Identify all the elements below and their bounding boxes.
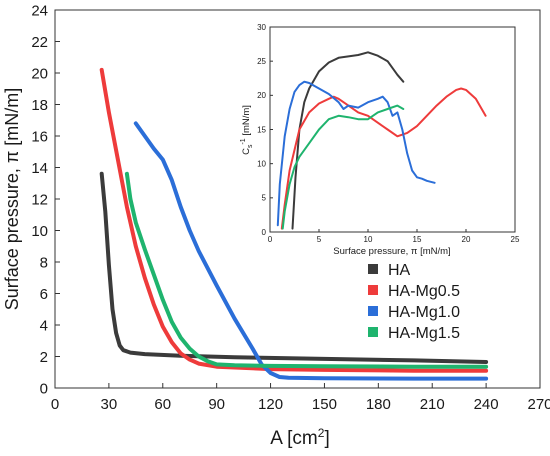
main-y-axis-label: Surface pressure, π [mN/m] (2, 88, 22, 310)
legend-label: HA-Mg1.0 (388, 304, 460, 321)
inset-y-axis-label-superscript: -1 (240, 138, 247, 144)
main-x-tick-label: 60 (154, 396, 171, 413)
main-y-tick-label: 14 (31, 160, 48, 177)
inset-y-axis-label: Cs-1 [mN/m] (240, 105, 254, 155)
inset-x-tick-label: 10 (364, 235, 373, 244)
legend-label: HA-Mg1.5 (388, 325, 460, 342)
main-x-tick-label: 120 (258, 396, 283, 413)
inset-y-tick-label: 30 (257, 23, 266, 32)
inset-series-line-1 (280, 87, 487, 230)
main-y-tick-label: 18 (31, 97, 48, 114)
main-y-tick-label: 22 (31, 34, 48, 51)
main-y-tick-label: 20 (31, 65, 48, 82)
inset-y-axis-label-text: C (241, 148, 252, 155)
inset-y-axis-label-end: [mN/m] (241, 105, 252, 138)
main-series-line-3 (124, 171, 489, 369)
legend-swatch (368, 264, 378, 274)
main-x-tick-label: 210 (420, 396, 445, 413)
legend-swatch (368, 327, 378, 337)
main-y-tick-label: 16 (31, 128, 48, 145)
inset-x-axis-label: Surface pressure, π [mN/m] (333, 246, 450, 257)
main-y-tick-label: 24 (31, 2, 48, 19)
inset-series-layer (276, 51, 487, 230)
legend-swatch (368, 306, 378, 316)
main-y-tick-label: 0 (40, 380, 48, 397)
inset-x-tick-label: 0 (268, 235, 273, 244)
main-y-tick-label: 4 (40, 317, 48, 334)
main-x-tick-label: 30 (101, 396, 118, 413)
inset-axis-ticks: 0 5 10 15 20 25 0 5 10 15 20 25 30 (257, 23, 520, 244)
inset-y-tick-label: 0 (262, 228, 267, 237)
main-y-tick-label: 6 (40, 286, 48, 303)
main-x-tick-label: 150 (312, 396, 337, 413)
inset-y-tick-label: 25 (257, 57, 266, 66)
inset-x-tick-label: 15 (413, 235, 422, 244)
main-y-tick-label: 10 (31, 223, 48, 240)
inset-y-axis-label-subscript: s (247, 144, 254, 148)
legend-swatch (368, 285, 378, 295)
inset-y-tick-label: 15 (257, 125, 266, 134)
legend-label: HA (388, 262, 411, 279)
main-axis-ticks: 0 30 60 90 120 150 180 210 240 270024681012141618… (31, 2, 550, 413)
main-x-tick-label: 90 (208, 396, 225, 413)
main-x-tick-label: 0 (51, 396, 59, 413)
main-x-tick-label: 240 (474, 396, 499, 413)
inset-series-line-0 (291, 51, 405, 230)
main-x-axis-label-end: ] (324, 428, 329, 449)
main-series-line-2 (133, 121, 489, 381)
main-x-axis-label: A [cm2] (270, 426, 329, 449)
inset-y-tick-label: 20 (257, 91, 266, 100)
inset-y-tick-label: 10 (257, 159, 266, 168)
legend: HA HA-Mg0.5 HA-Mg1.0 HA-Mg1.5 (368, 262, 460, 342)
legend-label: HA-Mg0.5 (388, 283, 460, 300)
inset-series-line-2 (276, 80, 436, 227)
main-x-tick-label: 270 (527, 396, 550, 413)
main-x-axis-label-superscript: 2 (318, 426, 325, 440)
inset-y-tick-label: 5 (262, 194, 267, 203)
inset-series-line-3 (281, 104, 405, 230)
main-y-tick-label: 12 (31, 191, 48, 208)
inset-x-tick-label: 5 (317, 235, 322, 244)
main-series-layer (99, 67, 489, 381)
main-x-tick-label: 180 (366, 396, 391, 413)
main-y-tick-label: 2 (40, 349, 48, 366)
main-x-axis-label-text: A [cm (270, 428, 318, 449)
main-series-line-0 (99, 171, 489, 364)
inset-x-tick-label: 20 (462, 235, 471, 244)
main-y-tick-label: 8 (40, 254, 48, 271)
inset-x-tick-label: 25 (511, 235, 520, 244)
main-series-line-1 (99, 67, 489, 373)
inset-plot-frame (269, 26, 516, 233)
